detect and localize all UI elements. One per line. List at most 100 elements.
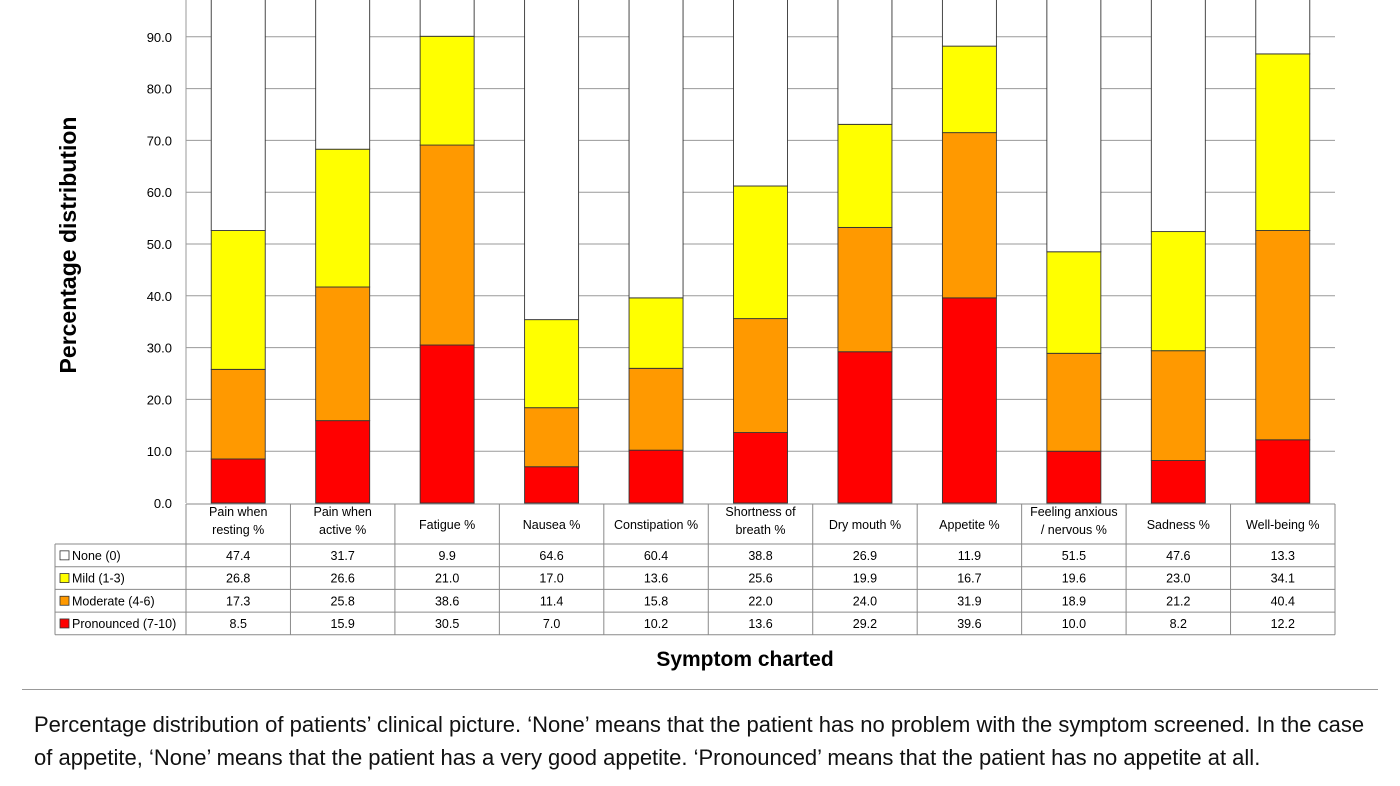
bar-segment [524, 466, 580, 504]
legend-swatch [59, 595, 70, 606]
table-value: 38.8 [748, 549, 772, 563]
table-value: 26.8 [226, 572, 250, 586]
bar-segment [733, 185, 788, 320]
bar-segment [837, 0, 893, 125]
bar-segment [419, 344, 475, 504]
bar-segment [210, 368, 266, 460]
x-tick-label: Dry mouth % [829, 518, 901, 532]
bar-segment [1046, 352, 1102, 452]
bar-segment [628, 297, 684, 369]
y-tick-label: 90.0 [147, 30, 172, 45]
table-value: 8.5 [230, 617, 247, 631]
bar-segment [315, 286, 371, 422]
bar-segment [837, 123, 893, 228]
bar-segment [524, 319, 580, 409]
y-tick-label: 40.0 [147, 289, 172, 304]
table-value: 15.8 [644, 594, 668, 608]
bars [210, 0, 1311, 504]
table-value: 16.7 [957, 572, 981, 586]
bar-segment [1150, 350, 1206, 461]
table-value: 19.6 [1062, 572, 1086, 586]
bar-segment [1255, 439, 1311, 504]
table-value: 25.6 [748, 572, 772, 586]
y-tick-label: 20.0 [147, 392, 172, 407]
table-value: 10.2 [644, 617, 668, 631]
stacked-bar-chart: 0.010.020.030.040.050.060.070.080.090.0 … [54, 0, 1336, 671]
x-tick-label: / nervous % [1041, 523, 1107, 537]
bar-segment [733, 432, 788, 504]
table-value: 47.4 [226, 549, 250, 563]
bar-segment [941, 297, 997, 504]
table-value: 23.0 [1166, 572, 1190, 586]
x-tick-label: Appetite % [939, 518, 999, 532]
bar-segment [524, 407, 580, 468]
bar-segment [1255, 230, 1311, 441]
y-tick-label: 0.0 [154, 496, 172, 511]
bar-segment [1255, 0, 1311, 55]
x-tick-label: Pain when [209, 505, 267, 519]
bar-segment [210, 0, 266, 231]
table-value: 22.0 [748, 594, 772, 608]
bar-segment [941, 0, 997, 47]
table-value: 21.2 [1166, 594, 1190, 608]
bar-segment [419, 144, 475, 346]
data-table: Pain when resting % Pain when active % Fatig… [54, 503, 1336, 636]
legend-entry: Pronounced (7-10) [72, 617, 176, 631]
table-value: 40.4 [1271, 594, 1295, 608]
bar-segment [837, 226, 893, 353]
table-value: 39.6 [957, 617, 981, 631]
legend-entry: Moderate (4-6) [72, 594, 155, 608]
bar-segment [628, 449, 684, 504]
x-tick-label: Feeling anxious [1030, 505, 1118, 519]
bar-segment [1046, 251, 1102, 354]
table-value: 11.4 [540, 594, 563, 608]
bar-segment [1150, 460, 1206, 504]
table-value: 60.4 [644, 549, 668, 563]
x-tick-label: Constipation % [614, 518, 698, 532]
y-tick-label: 60.0 [147, 185, 172, 200]
figure-caption: Percentage distribution of patients’ cli… [34, 712, 1365, 770]
bar-segment [315, 420, 371, 504]
x-tick-label: Well-being % [1246, 518, 1319, 532]
x-tick-label: breath % [735, 523, 785, 537]
bar-segment [210, 458, 266, 504]
bar-segment [524, 0, 580, 321]
table-value: 9.9 [438, 549, 455, 563]
table-value: 7.0 [543, 617, 560, 631]
y-axis: 0.0 10.0 20.0 30.0 40.0 50.0 60.0 70.0 80.0 90.0 [147, 0, 187, 511]
bar-segment [733, 318, 788, 434]
x-tick-label: Fatigue % [419, 518, 475, 532]
table-value: 17.0 [539, 572, 563, 586]
x-tick-label: Nausea % [523, 518, 581, 532]
table-value: 26.9 [853, 549, 877, 563]
y-axis-label: Percentage distribution [55, 117, 81, 374]
x-tick-label: Shortness of [725, 505, 796, 519]
table-value: 26.6 [331, 572, 355, 586]
table-value: 12.2 [1271, 617, 1295, 631]
bar-segment [941, 45, 997, 134]
table-value: 31.9 [957, 594, 981, 608]
y-tick-label: 30.0 [147, 341, 172, 356]
table-value: 11.9 [958, 549, 981, 563]
table-value: 13.3 [1271, 549, 1295, 563]
table-value: 13.6 [748, 617, 772, 631]
table-value: 29.2 [853, 617, 877, 631]
x-axis-label: Symptom charted [656, 648, 833, 671]
table-value: 13.6 [644, 572, 668, 586]
legend-entry: Mild (1-3) [72, 572, 125, 586]
legend-entry: None (0) [72, 549, 121, 563]
bar-segment [1150, 231, 1206, 352]
table-value: 25.8 [331, 594, 355, 608]
bar-segment [837, 351, 893, 504]
table-value: 19.9 [853, 572, 877, 586]
table-value: 8.2 [1170, 617, 1187, 631]
bar-segment [315, 0, 371, 150]
y-tick-label: 70.0 [147, 133, 172, 148]
table-value: 18.9 [1062, 594, 1086, 608]
legend-swatch [59, 550, 70, 561]
bar-segment [941, 132, 997, 299]
bar-segment [1255, 53, 1311, 231]
y-tick-label: 80.0 [147, 82, 172, 97]
x-tick-label: active % [319, 523, 366, 537]
table-value: 47.6 [1166, 549, 1190, 563]
